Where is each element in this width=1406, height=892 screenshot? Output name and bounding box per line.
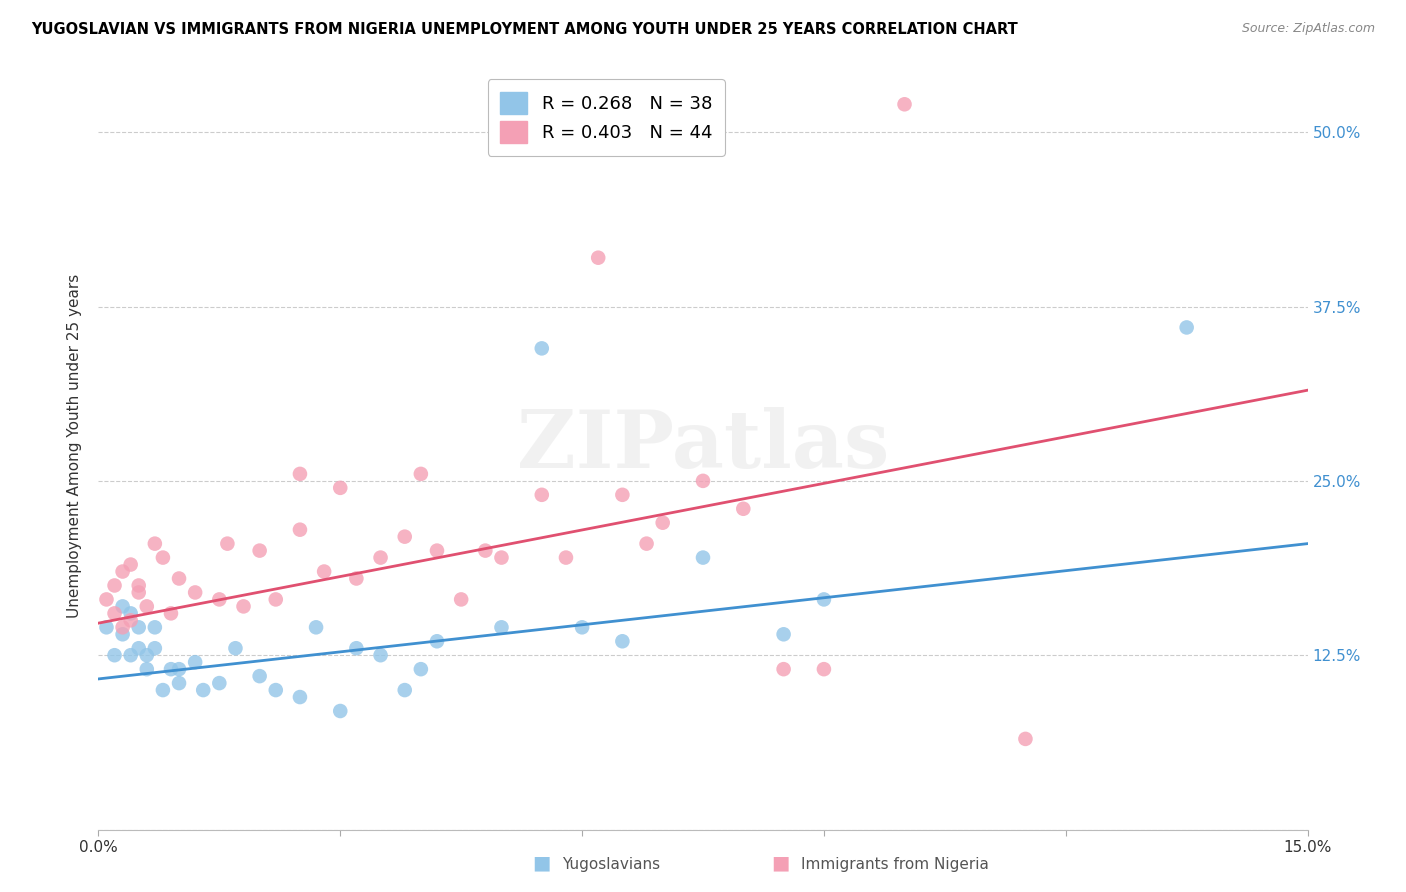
Point (636, 536, 658, 550)
Text: YUGOSLAVIAN VS IMMIGRANTS FROM NIGERIA UNEMPLOYMENT AMONG YOUTH UNDER 25 YEARS C: YUGOSLAVIAN VS IMMIGRANTS FROM NIGERIA U… (31, 22, 1018, 37)
Point (135, 599, 157, 614)
Point (1175, 320, 1198, 334)
Point (128, 585, 150, 599)
Text: ■: ■ (770, 854, 790, 872)
Point (193, 683, 215, 698)
Point (120, 648, 142, 663)
Point (143, 620, 166, 634)
Point (288, 690, 311, 704)
Point (651, 516, 673, 530)
Point (772, 662, 794, 676)
Point (135, 648, 157, 663)
Point (152, 683, 174, 698)
Point (491, 620, 513, 634)
Point (555, 550, 578, 565)
Point (586, 251, 609, 265)
Point (184, 585, 207, 599)
Point (160, 607, 183, 621)
Text: Immigrants from Nigeria: Immigrants from Nigeria (801, 857, 990, 872)
Point (128, 578, 150, 592)
Point (370, 550, 392, 565)
Point (96, 592, 118, 607)
Point (772, 627, 794, 641)
Point (249, 669, 271, 683)
Point (305, 620, 328, 634)
Point (143, 536, 166, 550)
Point (288, 467, 311, 481)
Point (394, 530, 416, 544)
Point (612, 488, 634, 502)
Point (217, 536, 239, 550)
Y-axis label: Unemployment Among Youth under 25 years: Unemployment Among Youth under 25 years (67, 274, 83, 618)
Point (530, 342, 553, 356)
Point (692, 550, 714, 565)
Point (612, 634, 634, 648)
Point (128, 641, 150, 656)
Point (409, 662, 432, 676)
Point (491, 550, 513, 565)
Point (426, 634, 449, 648)
Point (329, 481, 352, 495)
Point (184, 655, 207, 669)
Point (143, 641, 166, 656)
Point (314, 565, 336, 579)
Point (167, 662, 190, 676)
Point (288, 523, 311, 537)
Point (813, 662, 835, 676)
Point (474, 543, 496, 558)
Point (128, 620, 150, 634)
Point (208, 676, 231, 690)
Point (111, 627, 134, 641)
Point (160, 662, 183, 676)
Point (208, 592, 231, 607)
Point (224, 641, 246, 656)
Point (103, 578, 125, 592)
Legend: R = 0.268   N = 38, R = 0.403   N = 44: R = 0.268 N = 38, R = 0.403 N = 44 (488, 79, 725, 156)
Point (264, 683, 287, 698)
Point (232, 599, 254, 614)
Point (370, 648, 392, 663)
Point (135, 662, 157, 676)
Point (120, 613, 142, 627)
Point (409, 467, 432, 481)
Text: Yugoslavians: Yugoslavians (562, 857, 661, 872)
Point (893, 97, 915, 112)
Point (120, 558, 142, 572)
Point (394, 683, 416, 698)
Point (733, 501, 755, 516)
Text: ZIPatlas: ZIPatlas (517, 407, 889, 485)
Point (103, 648, 125, 663)
Point (167, 676, 190, 690)
Point (571, 620, 593, 634)
Point (167, 572, 190, 586)
Point (1014, 731, 1036, 746)
Point (344, 641, 367, 656)
Point (264, 592, 287, 607)
Point (813, 592, 835, 607)
Text: Source: ZipAtlas.com: Source: ZipAtlas.com (1241, 22, 1375, 36)
Point (152, 550, 174, 565)
Point (103, 607, 125, 621)
Point (111, 620, 134, 634)
Point (329, 704, 352, 718)
Point (111, 565, 134, 579)
Point (96, 620, 118, 634)
Point (426, 543, 449, 558)
Point (530, 488, 553, 502)
Point (120, 607, 142, 621)
Point (344, 572, 367, 586)
Text: ■: ■ (531, 854, 551, 872)
Point (111, 599, 134, 614)
Point (249, 543, 271, 558)
Point (450, 592, 472, 607)
Point (692, 474, 714, 488)
